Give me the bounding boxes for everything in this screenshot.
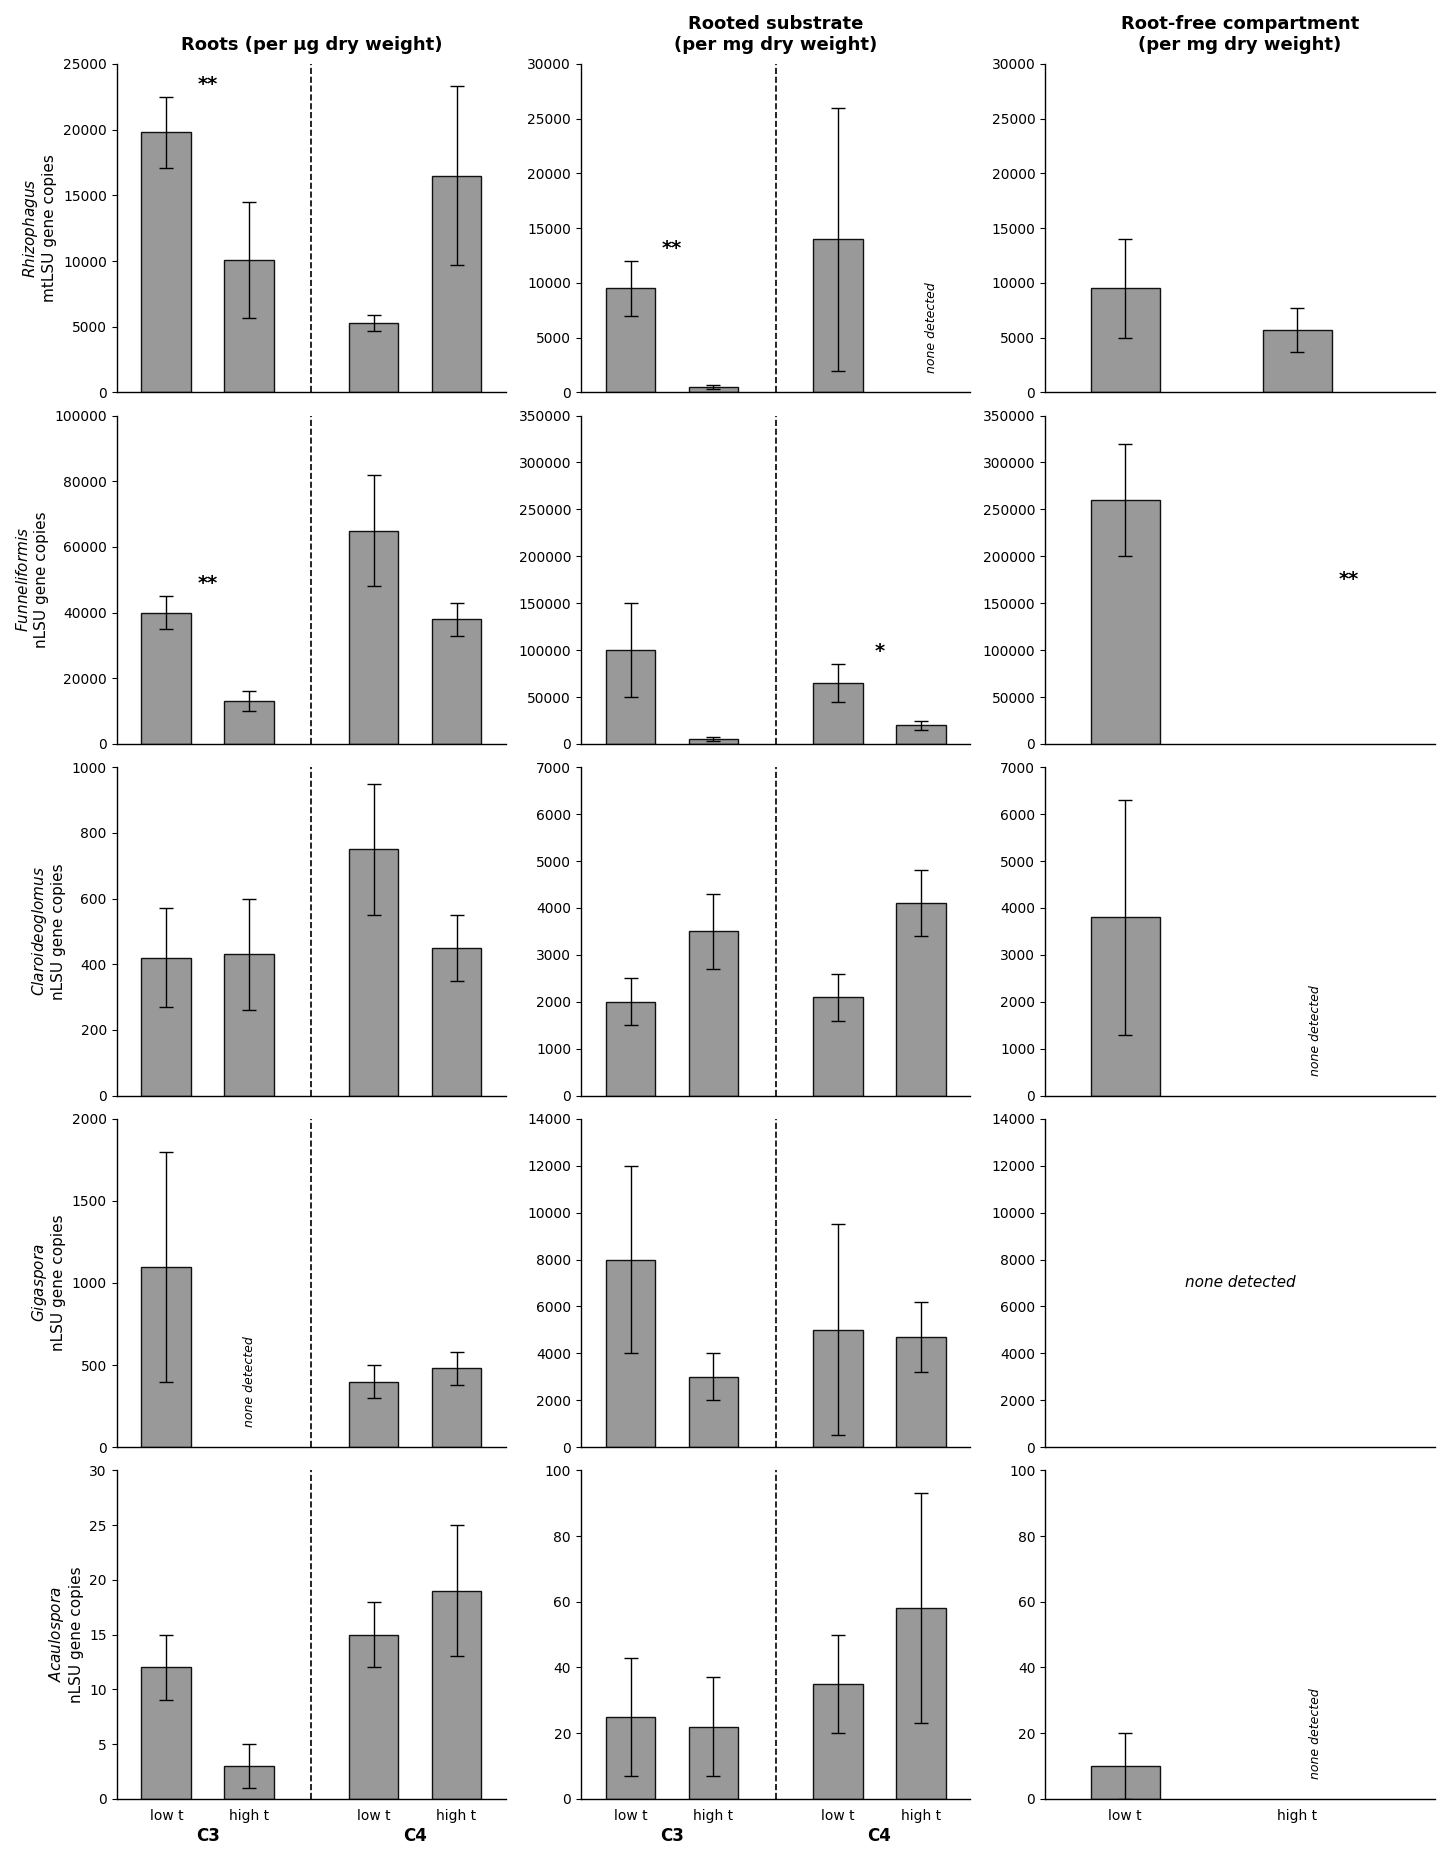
Bar bbox=[1263, 329, 1331, 392]
Bar bbox=[689, 387, 738, 392]
Title: Roots (per μg dry weight): Roots (per μg dry weight) bbox=[181, 37, 442, 54]
Y-axis label: $\it{Gigaspora}$
nLSU gene copies: $\it{Gigaspora}$ nLSU gene copies bbox=[30, 1215, 67, 1350]
Title: Root-free compartment
(per mg dry weight): Root-free compartment (per mg dry weight… bbox=[1121, 15, 1359, 54]
Bar bbox=[896, 725, 945, 744]
Y-axis label: $\it{Claroideoglomus}$
nLSU gene copies: $\it{Claroideoglomus}$ nLSU gene copies bbox=[30, 864, 67, 999]
Bar bbox=[813, 239, 863, 392]
Text: **: ** bbox=[197, 574, 218, 592]
Bar bbox=[225, 259, 274, 392]
Bar bbox=[1090, 289, 1160, 392]
Bar bbox=[606, 649, 655, 744]
Bar bbox=[813, 1684, 863, 1798]
Bar bbox=[606, 1260, 655, 1447]
Bar bbox=[432, 1591, 481, 1798]
Bar bbox=[432, 947, 481, 1095]
Bar bbox=[142, 1267, 191, 1447]
Bar bbox=[142, 133, 191, 392]
Text: **: ** bbox=[197, 74, 218, 94]
Bar bbox=[896, 1608, 945, 1798]
Text: C4: C4 bbox=[867, 1828, 892, 1846]
Bar bbox=[142, 958, 191, 1095]
Title: Rooted substrate
(per mg dry weight): Rooted substrate (per mg dry weight) bbox=[674, 15, 877, 54]
Bar bbox=[606, 1717, 655, 1798]
Bar bbox=[689, 1376, 738, 1447]
Text: none detected: none detected bbox=[242, 1338, 255, 1428]
Text: none detected: none detected bbox=[1309, 986, 1321, 1077]
Bar bbox=[689, 1726, 738, 1798]
Bar bbox=[896, 903, 945, 1095]
Bar bbox=[432, 176, 481, 392]
Bar bbox=[813, 1330, 863, 1447]
Bar bbox=[1090, 500, 1160, 744]
Bar bbox=[432, 620, 481, 744]
Text: none detected: none detected bbox=[925, 281, 938, 372]
Text: C3: C3 bbox=[660, 1828, 684, 1846]
Bar bbox=[225, 1767, 274, 1798]
Bar bbox=[689, 931, 738, 1095]
Bar bbox=[1090, 1767, 1160, 1798]
Text: none detected: none detected bbox=[1185, 1275, 1295, 1291]
Bar bbox=[813, 997, 863, 1095]
Text: C3: C3 bbox=[196, 1828, 220, 1846]
Bar bbox=[606, 1001, 655, 1095]
Bar bbox=[896, 1338, 945, 1447]
Text: **: ** bbox=[1338, 570, 1359, 590]
Bar bbox=[142, 1667, 191, 1798]
Bar bbox=[225, 955, 274, 1095]
Text: *: * bbox=[874, 642, 884, 660]
Bar bbox=[813, 683, 863, 744]
Bar bbox=[142, 612, 191, 744]
Text: **: ** bbox=[661, 239, 682, 257]
Bar bbox=[606, 289, 655, 392]
Bar bbox=[348, 531, 399, 744]
Y-axis label: $\it{Rhizophagus}$
mtLSU gene copies: $\it{Rhizophagus}$ mtLSU gene copies bbox=[22, 154, 58, 302]
Bar bbox=[225, 701, 274, 744]
Text: none detected: none detected bbox=[1309, 1689, 1321, 1780]
Bar bbox=[348, 849, 399, 1095]
Bar bbox=[1090, 918, 1160, 1095]
Y-axis label: $\it{Acaulospora}$
nLSU gene copies: $\it{Acaulospora}$ nLSU gene copies bbox=[48, 1567, 84, 1702]
Bar bbox=[348, 322, 399, 392]
Y-axis label: $\it{Funneliformis}$
nLSU gene copies: $\it{Funneliformis}$ nLSU gene copies bbox=[16, 511, 49, 648]
Bar bbox=[348, 1382, 399, 1447]
Bar bbox=[432, 1369, 481, 1447]
Bar bbox=[689, 740, 738, 744]
Text: C4: C4 bbox=[403, 1828, 426, 1846]
Bar bbox=[348, 1635, 399, 1798]
